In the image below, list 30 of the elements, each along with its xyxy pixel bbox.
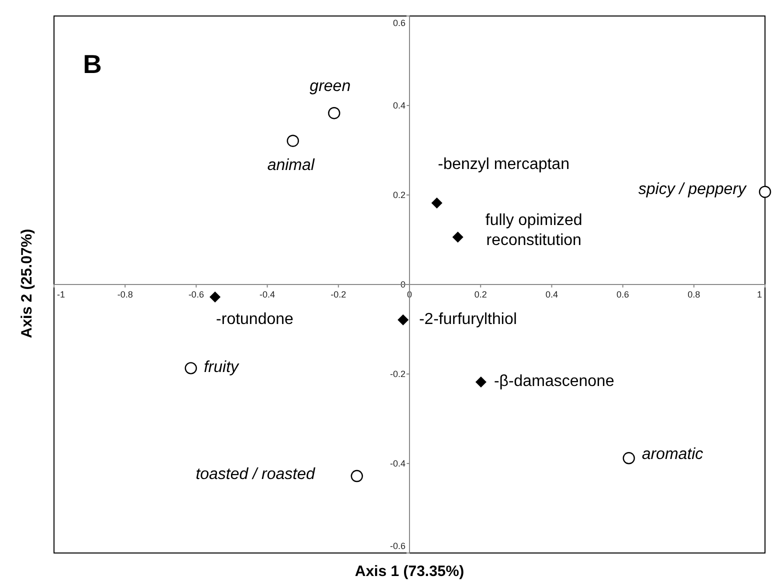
annotation: fruity [204,359,240,376]
y-tick-label: -0.6 [390,541,406,551]
y-tick-label: 0.4 [392,100,406,110]
x-tick-label: 1 [756,290,762,300]
annotation: aromatic [642,446,704,464]
x-tick-label: -0.2 [330,290,346,300]
y-tick-label: 0.6 [392,18,406,28]
x-tick-label: 0.4 [545,290,558,300]
y-tick-label: -0.4 [390,458,406,468]
y-axis-title: Axis 2 (25.07%) [18,227,36,340]
annotation: -2-furfurylthiol [419,310,517,328]
annotation: animal [267,156,315,174]
x-tick-label: 0.8 [688,290,700,300]
annotation: fully opimized reconstitution [485,212,582,250]
x-tick-label: -0.4 [260,290,276,300]
annotation: -β-damascenone [494,373,614,390]
annotation: -rotundone [216,311,294,328]
annotation: B [83,49,102,79]
x-tick-label: 0.6 [616,290,630,300]
x-tick-label: -1 [57,290,66,300]
x-tick-label: 0.2 [474,290,487,300]
x-tick-label: -0.8 [117,290,133,300]
annotation: spicy / peppery [638,180,747,198]
x-axis-title: Axis 1 (73.35%) [354,563,466,580]
annotation: -benzyl mercaptan [438,156,570,174]
x-tick-label: -0.6 [188,290,204,300]
annotation: green [310,78,351,96]
y-tick-label: 0.2 [392,190,406,200]
y-tick-label: -0.2 [390,369,406,379]
annotation: toasted / roasted [196,466,316,484]
